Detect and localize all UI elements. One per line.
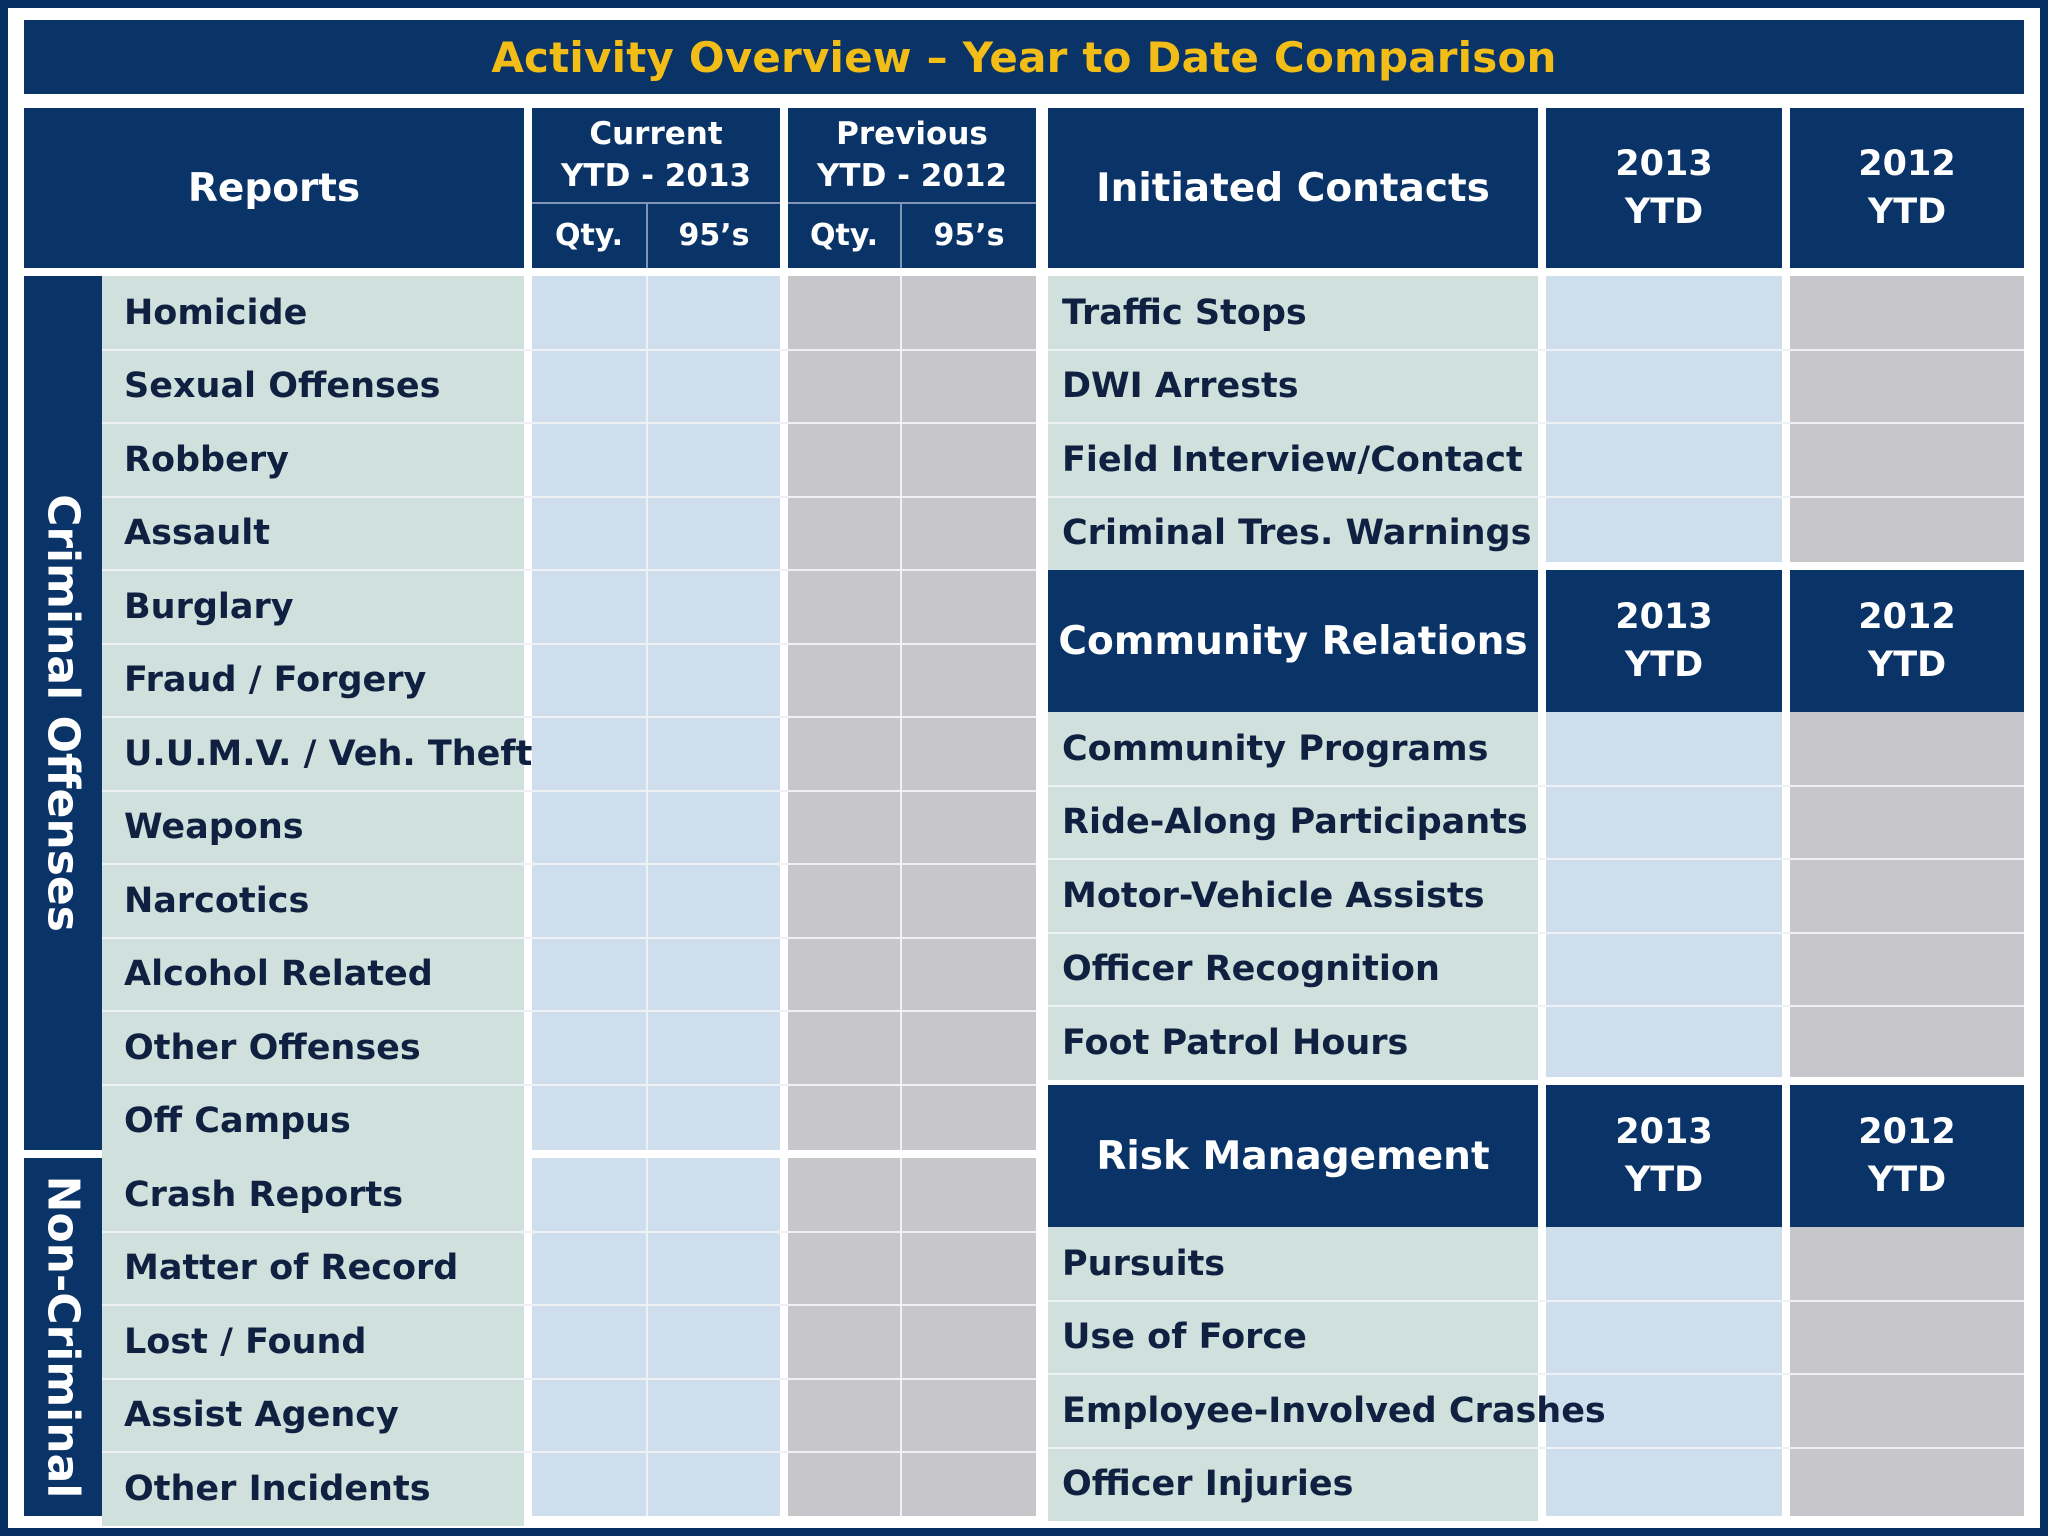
- community-relations-2013-header: 2013 YTD: [1546, 570, 1782, 712]
- row-label: Robbery: [102, 423, 524, 497]
- current-95s-header: 95’s: [648, 204, 780, 268]
- row-label: Other Offenses: [102, 1011, 524, 1085]
- row-divider: [102, 348, 1036, 351]
- row-label: Employee-Involved Crashes: [1048, 1374, 1606, 1448]
- row-label: Assist Agency: [102, 1378, 524, 1452]
- column-divider: [646, 276, 648, 1150]
- ytd-2013-cells: [1546, 712, 1782, 1077]
- criminal-offenses-label: Criminal Offenses: [37, 494, 89, 932]
- previous-ytd-header: Previous YTD - 2012: [788, 108, 1036, 202]
- row-divider: [102, 716, 1036, 718]
- row-label: Assault: [102, 496, 524, 570]
- header-divider: [900, 204, 902, 268]
- row-label: Alcohol Related: [102, 937, 524, 1011]
- row-label: Traffic Stops: [1048, 276, 1538, 350]
- row-label: Burglary: [102, 570, 524, 644]
- reports-header: Reports: [24, 108, 524, 268]
- row-divider: [102, 936, 1036, 939]
- current-ytd-cells: [532, 276, 780, 1150]
- row-divider: [1048, 1446, 2024, 1449]
- ytd-2012-cells: [1790, 276, 2024, 562]
- row-divider: [1048, 348, 2024, 351]
- row-label: Use of Force: [1048, 1300, 1538, 1374]
- row-label: Other Incidents: [102, 1452, 524, 1526]
- row-divider: [102, 1230, 1036, 1233]
- row-label: Community Programs: [1048, 712, 1538, 786]
- row-divider: [1048, 495, 2024, 498]
- row-label: Matter of Record: [102, 1231, 524, 1305]
- risk-management-2013-header: 2013 YTD: [1546, 1085, 1782, 1227]
- row-divider: [1048, 1005, 2024, 1007]
- row-label: Lost / Found: [102, 1305, 524, 1379]
- row-label: Field Interview/Contact: [1048, 423, 1538, 497]
- row-divider: [102, 495, 1036, 498]
- row-divider: [1048, 422, 2024, 424]
- row-label: Officer Recognition: [1048, 932, 1538, 1006]
- row-divider: [102, 1377, 1036, 1380]
- row-divider: [102, 422, 1036, 424]
- ytd-2012-cells: [1790, 712, 2024, 1077]
- ytd-2013-cells: [1546, 276, 1782, 562]
- row-label: Foot Patrol Hours: [1048, 1006, 1538, 1080]
- row-label: Crash Reports: [102, 1158, 524, 1232]
- criminal-offenses-group: Criminal Offenses: [24, 276, 102, 1150]
- ytd-2013-cells: [1546, 1227, 1782, 1516]
- row-label: Criminal Tres. Warnings: [1048, 496, 1538, 570]
- community-relations-2012-header: 2012 YTD: [1790, 570, 2024, 712]
- page-title: Activity Overview – Year to Date Compari…: [24, 20, 2024, 94]
- initiated-contacts-2013-header: 2013 YTD: [1546, 108, 1782, 268]
- initiated-contacts-header: Initiated Contacts: [1048, 108, 1538, 268]
- previous-qty-header: Qty.: [788, 204, 900, 268]
- non-criminal-group: Non-Criminal: [24, 1158, 102, 1516]
- header-divider: [788, 202, 1036, 204]
- column-divider: [900, 1158, 902, 1516]
- row-label: DWI Arrests: [1048, 349, 1538, 423]
- row-divider: [1048, 1299, 2024, 1302]
- ytd-2012-cells: [1790, 1227, 2024, 1516]
- row-label: U.U.M.V. / Veh. Theft: [102, 717, 532, 791]
- row-label: Off Campus: [102, 1084, 524, 1158]
- row-label: Pursuits: [1048, 1227, 1538, 1301]
- risk-management-2012-header: 2012 YTD: [1790, 1085, 2024, 1227]
- row-label: Fraud / Forgery: [102, 643, 524, 717]
- row-label: Ride-Along Participants: [1048, 785, 1538, 859]
- initiated-contacts-2012-header: 2012 YTD: [1790, 108, 2024, 268]
- row-label: Sexual Offenses: [102, 349, 524, 423]
- previous-ytd-cells: [788, 276, 1036, 1150]
- row-label: Narcotics: [102, 864, 524, 938]
- header-divider: [532, 202, 780, 204]
- row-divider: [102, 642, 1036, 645]
- row-label: Homicide: [102, 276, 524, 350]
- current-ytd-header: Current YTD - 2013: [532, 108, 780, 202]
- row-divider: [102, 863, 1036, 865]
- current-ytd-cells: [532, 1158, 780, 1516]
- row-divider: [102, 1083, 1036, 1086]
- row-divider: [1048, 931, 2024, 934]
- column-divider: [900, 276, 902, 1150]
- row-label: Weapons: [102, 790, 524, 864]
- row-label: Motor-Vehicle Assists: [1048, 859, 1538, 933]
- row-divider: [102, 569, 1036, 571]
- non-criminal-label: Non-Criminal: [37, 1175, 89, 1499]
- row-divider: [102, 789, 1036, 792]
- previous-ytd-cells: [788, 1158, 1036, 1516]
- row-divider: [102, 1304, 1036, 1306]
- row-divider: [1048, 784, 2024, 787]
- current-qty-header: Qty.: [532, 204, 646, 268]
- risk-management-header: Risk Management: [1048, 1085, 1538, 1227]
- previous-95s-header: 95’s: [902, 204, 1036, 268]
- row-divider: [102, 1451, 1036, 1453]
- column-divider: [646, 1158, 648, 1516]
- row-divider: [1048, 1373, 2024, 1375]
- row-divider: [102, 1010, 1036, 1012]
- row-divider: [1048, 858, 2024, 860]
- row-label: Officer Injuries: [1048, 1447, 1538, 1521]
- community-relations-header: Community Relations: [1048, 570, 1538, 712]
- header-divider: [646, 204, 648, 268]
